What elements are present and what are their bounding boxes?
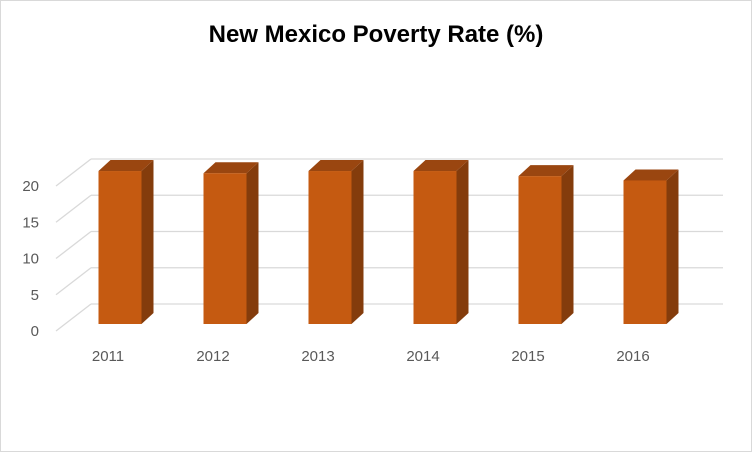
- bar-side: [561, 165, 574, 324]
- bar-side: [246, 162, 259, 324]
- bar: [518, 176, 562, 324]
- bar: [413, 171, 457, 324]
- bar: [98, 171, 142, 324]
- y-tick-label: 20: [22, 178, 39, 195]
- bar-side: [666, 169, 679, 324]
- bar-top: [98, 160, 154, 172]
- bar: [203, 173, 247, 324]
- bar-side: [351, 160, 364, 324]
- bar-side: [141, 160, 154, 324]
- bar-side: [456, 160, 469, 324]
- gridline-depth: [55, 158, 92, 187]
- x-tick-label: 2014: [406, 348, 439, 365]
- bar-top: [413, 160, 469, 172]
- y-tick-label: 0: [31, 323, 39, 340]
- x-tick-label: 2016: [616, 348, 649, 365]
- y-tick-label: 10: [22, 251, 39, 268]
- gridline-depth: [55, 267, 92, 296]
- bar: [308, 171, 352, 324]
- chart-title: New Mexico Poverty Rate (%): [208, 21, 544, 48]
- gridline-depth: [55, 230, 92, 260]
- bar: [623, 180, 667, 324]
- x-tick-label: 2011: [92, 348, 124, 365]
- y-tick-label: 15: [22, 214, 39, 231]
- gridline-depth: [55, 194, 92, 223]
- y-tick-label: 5: [31, 287, 39, 304]
- x-tick-label: 2015: [511, 348, 544, 365]
- gridline-depth: [55, 303, 92, 332]
- x-tick-label: 2013: [301, 348, 334, 365]
- bar-top: [308, 160, 364, 172]
- bar-top: [518, 165, 574, 177]
- bar-top: [623, 169, 679, 181]
- x-tick-label: 2012: [196, 348, 229, 365]
- bar-top: [203, 162, 259, 174]
